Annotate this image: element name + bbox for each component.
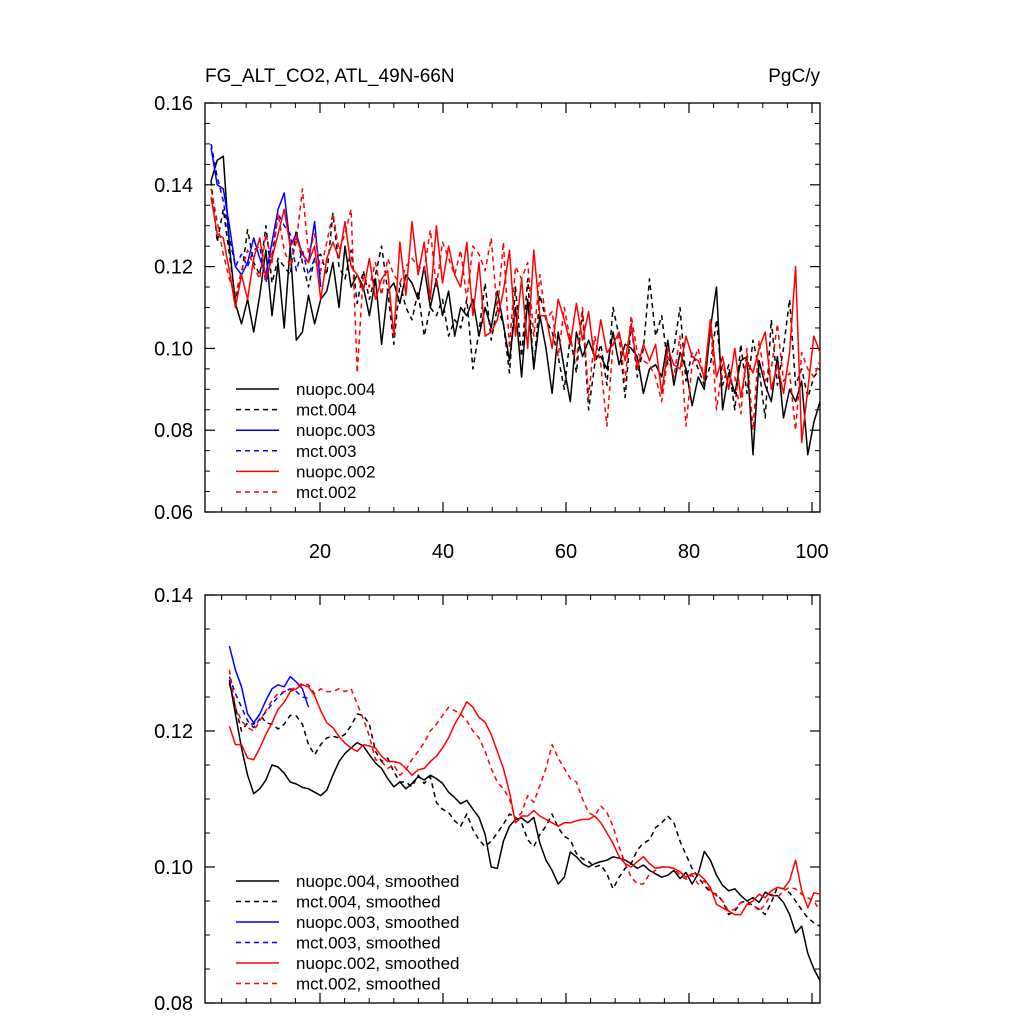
legend-label: nuopc.003, smoothed — [296, 913, 460, 932]
series-line-nuopc-003-smoothed — [228, 645, 310, 724]
legend-label: nuopc.004 — [296, 380, 375, 399]
legend-label: mct.004 — [296, 401, 356, 420]
x-tick-label: 80 — [678, 541, 700, 563]
y-tick-label: 0.08 — [154, 420, 193, 442]
y-tick-label: 0.10 — [154, 857, 193, 879]
legend-label: mct.003, smoothed — [296, 934, 441, 953]
x-tick-label: 40 — [432, 541, 454, 563]
series-line-mct-003-smoothed — [228, 676, 309, 729]
panel-top: 0.06 0.08 0.10 0.12 0.14 0.16 20 40 60 80 100 nuopc… — [154, 93, 829, 563]
x-tick-label: 60 — [555, 541, 577, 563]
panel-bottom: 0.08 0.10 0.12 0.14 nuopc.004, smoothed mct.0… — [154, 585, 821, 1015]
panel-top-title: FG_ALT_CO2, ATL_49N-66N — [205, 66, 455, 87]
x-tick-label: 100 — [795, 541, 828, 563]
series-line-nuopc-002 — [210, 196, 821, 444]
x-tick-label: 20 — [309, 541, 331, 563]
y-tick-label: 0.16 — [154, 93, 193, 115]
series-line-nuopc-004 — [210, 155, 821, 456]
legend-label: mct.002 — [296, 483, 356, 502]
series-line-nuopc-004-smoothed — [228, 679, 821, 981]
y-tick-label: 0.14 — [154, 175, 193, 197]
legend-label: mct.004, smoothed — [296, 893, 441, 912]
series-line-mct-002 — [210, 188, 821, 431]
y-tick-label: 0.06 — [154, 502, 193, 524]
y-tick-label: 0.12 — [154, 257, 193, 279]
legend-label: nuopc.004, smoothed — [296, 872, 460, 891]
legend-label: nuopc.003 — [296, 421, 375, 440]
series-line-nuopc-003 — [210, 147, 322, 288]
series-line-mct-004 — [210, 180, 821, 419]
y-tick-label: 0.12 — [154, 721, 193, 743]
legend-label: mct.003 — [296, 442, 356, 461]
legend-label: nuopc.002 — [296, 462, 375, 481]
y-tick-label: 0.08 — [154, 993, 193, 1015]
panel-top-units: PgC/y — [768, 66, 820, 87]
series-line-nuopc-002-smoothed — [228, 684, 821, 916]
series-line-mct-002-smoothed — [228, 669, 821, 912]
y-tick-label: 0.10 — [154, 338, 193, 360]
legend-label: nuopc.002, smoothed — [296, 954, 460, 973]
legend-label: mct.002, smoothed — [296, 975, 441, 994]
y-tick-label: 0.14 — [154, 585, 193, 607]
